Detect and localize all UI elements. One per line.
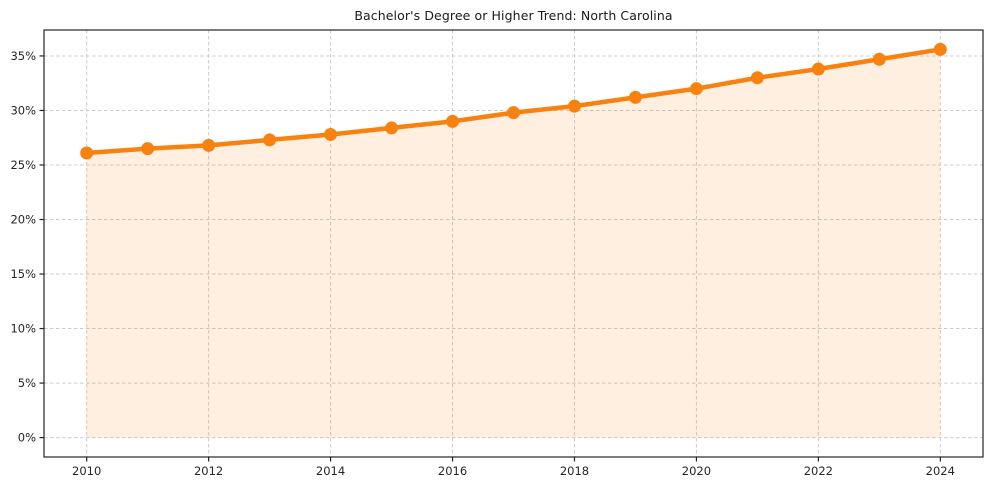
data-point-marker [689, 82, 703, 96]
x-tick-label: 2024 [926, 464, 955, 478]
y-tick-label: 35% [10, 49, 36, 63]
data-point-marker [80, 146, 94, 160]
x-tick-label: 2016 [438, 464, 467, 478]
data-point-marker [263, 133, 277, 147]
x-tick-label: 2020 [682, 464, 711, 478]
data-point-marker [872, 52, 886, 66]
y-tick-label: 25% [10, 158, 36, 172]
data-point-marker [750, 71, 764, 85]
x-tick-label: 2010 [72, 464, 101, 478]
y-tick-label: 10% [10, 322, 36, 336]
y-tick-label: 20% [10, 213, 36, 227]
x-tick-label: 2012 [194, 464, 223, 478]
data-point-marker [567, 99, 581, 113]
data-point-marker [507, 106, 520, 120]
data-point-marker [385, 121, 399, 135]
data-point-marker [202, 138, 216, 152]
plot-border [43, 29, 984, 458]
y-tick-label: 30% [10, 103, 36, 117]
area-fill [86, 49, 941, 438]
data-point-marker [324, 127, 338, 141]
data-point-marker [141, 142, 155, 156]
y-tick-label: 0% [18, 431, 36, 445]
x-tick-label: 2018 [560, 464, 589, 478]
y-tick-label: 15% [10, 267, 36, 281]
chart-title: Bachelor's Degree or Higher Trend: North… [354, 8, 673, 23]
y-tick-label: 5% [18, 376, 36, 390]
plot-background [44, 30, 983, 457]
data-point-marker [446, 114, 460, 128]
data-point-marker [933, 42, 947, 56]
data-point-marker [628, 90, 642, 104]
data-point-marker [811, 62, 825, 76]
x-tick-label: 2022 [804, 464, 833, 478]
x-tick-label: 2014 [316, 464, 345, 478]
